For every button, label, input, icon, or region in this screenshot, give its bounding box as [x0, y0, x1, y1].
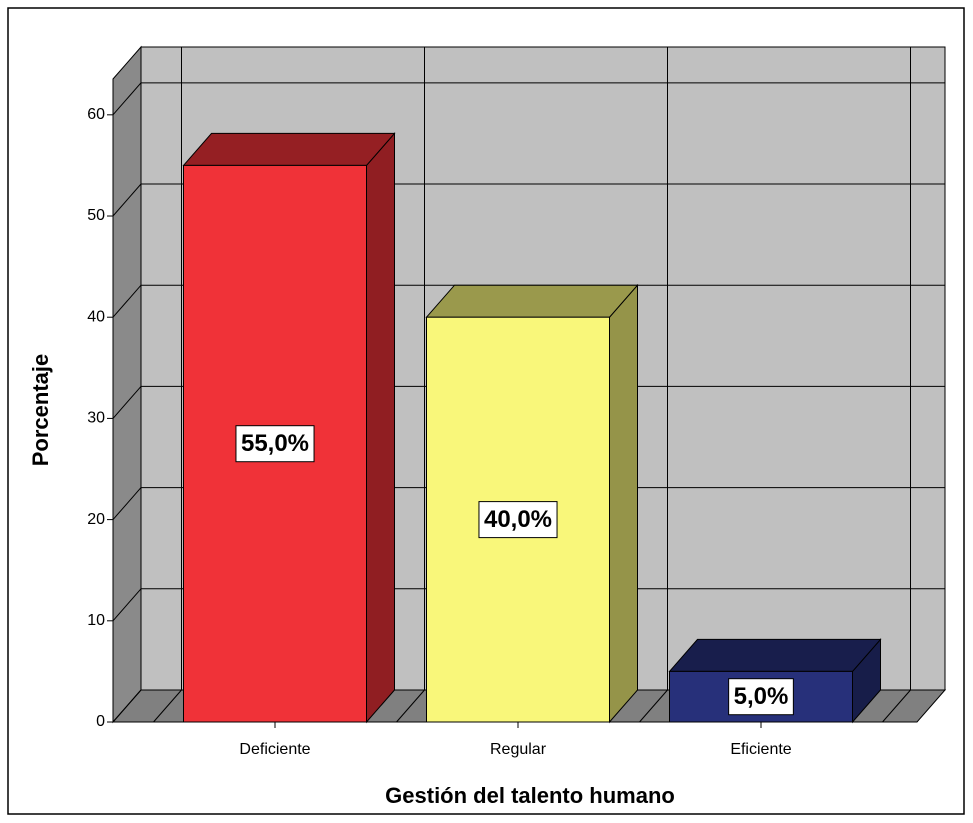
value-label-box	[235, 425, 315, 463]
left-wall	[112, 45, 142, 724]
y-tick-label: 0	[96, 713, 105, 730]
y-tick-label: 60	[87, 106, 105, 123]
floor-line	[882, 689, 911, 723]
y-tick-label: 40	[87, 308, 105, 325]
y-tick-label: 30	[87, 410, 105, 427]
bars: Deficiente 55,0% Regular 40,0% Eficiente 5,0%	[182, 132, 882, 758]
bar-top	[182, 132, 396, 166]
grid-line	[112, 183, 142, 217]
value-label: 40,0%	[484, 506, 552, 533]
x-tick-label: Eficiente	[730, 741, 791, 758]
bar-top	[425, 284, 639, 318]
value-label-box	[478, 501, 558, 539]
grid-line	[112, 284, 142, 318]
grid-line	[112, 487, 142, 520]
floor-line	[639, 689, 668, 723]
bar-side	[366, 132, 395, 724]
y-axis-title: Porcentaje	[28, 354, 53, 467]
y-tick-label: 20	[87, 511, 105, 528]
grid-line	[112, 588, 142, 622]
bar-side	[609, 283, 638, 724]
floor-line	[153, 689, 182, 723]
x-tick-label: Regular	[490, 741, 547, 758]
bar-top	[668, 638, 882, 672]
y-tick-label: 50	[87, 207, 105, 224]
grid-line	[112, 386, 142, 419]
y-tick-label: 10	[87, 612, 105, 629]
value-label: 5,0%	[734, 683, 789, 710]
grid-line	[112, 82, 142, 116]
floor-line	[396, 689, 425, 723]
grid-line	[112, 689, 142, 723]
x-axis-title: Gestión del talento humano	[385, 783, 675, 808]
value-label: 55,0%	[241, 430, 309, 457]
value-label-box	[728, 678, 794, 716]
x-tick-label: Deficiente	[239, 741, 310, 758]
